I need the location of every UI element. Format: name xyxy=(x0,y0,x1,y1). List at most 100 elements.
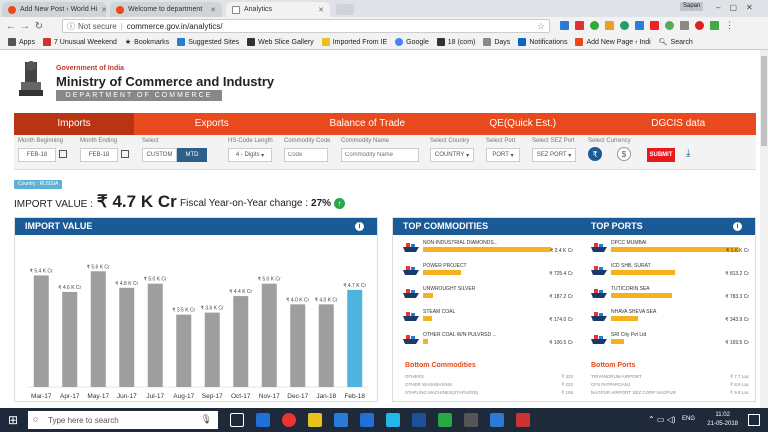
chart-bar[interactable] xyxy=(119,287,135,387)
chart-bar[interactable] xyxy=(290,304,306,387)
extension-icon[interactable] xyxy=(635,21,644,30)
taskbar-search[interactable]: ○ Type here to search 🎙︎ xyxy=(28,411,218,429)
nav-balance-of-trade[interactable]: Balance of Trade xyxy=(329,118,406,129)
bookmark-item[interactable]: ★ Bookmarks xyxy=(125,38,169,47)
nav-dgcis-data[interactable]: DGCIS data xyxy=(651,118,706,129)
info-icon[interactable]: i xyxy=(355,222,364,231)
extension-icon[interactable] xyxy=(695,21,704,30)
dollar-button[interactable]: $ xyxy=(617,147,631,161)
list-item[interactable]: NON-INDUSTRIAL DIAMONDS... ₹ 2.4 K Cr xyxy=(403,240,573,262)
back-icon[interactable]: ← xyxy=(6,20,16,32)
chart-bar[interactable] xyxy=(233,296,249,387)
list-item[interactable]: SRI City Pvt Ltd ₹ 169.5 Cr xyxy=(591,332,749,354)
extension-icon[interactable] xyxy=(590,21,599,30)
app-icon[interactable] xyxy=(490,413,504,427)
month-begin-field[interactable]: FEB-18 xyxy=(18,148,56,162)
extension-icon[interactable] xyxy=(620,21,629,30)
chart-bar[interactable] xyxy=(204,312,220,387)
profile-badge[interactable]: Sapan xyxy=(680,2,704,11)
info-icon[interactable]: ⓘ xyxy=(67,21,75,31)
tab-welcome[interactable]: Welcome to department ✕ xyxy=(110,2,222,17)
windows-start-icon[interactable]: ⊞ xyxy=(8,413,19,427)
list-item[interactable]: ICD SHB, SURAT ₹ 813.2 Cr xyxy=(591,263,749,285)
list-item[interactable]: OTHER COAL W/N PULVRSD ... ₹ 100.5 Cr xyxy=(403,332,573,354)
bookmark-item[interactable]: Add New Page ‹ Indi xyxy=(575,38,651,46)
sez-select[interactable]: SEZ PORT ▾ xyxy=(532,148,576,162)
extension-icon[interactable] xyxy=(680,21,689,30)
calendar-icon[interactable] xyxy=(121,150,129,158)
download-icon[interactable]: ⤓ xyxy=(686,148,691,159)
extension-icon[interactable] xyxy=(665,21,674,30)
mtd-toggle[interactable]: MTD xyxy=(177,148,207,162)
chart-bar[interactable] xyxy=(33,275,49,387)
extension-icon[interactable] xyxy=(605,21,614,30)
reload-icon[interactable]: ↻ xyxy=(34,20,44,32)
task-view-icon[interactable] xyxy=(230,413,244,427)
close-icon[interactable]: ✕ xyxy=(318,6,324,14)
bookmark-item[interactable]: Suggested Sites xyxy=(177,38,239,46)
file-explorer-icon[interactable] xyxy=(308,413,322,427)
app-l-icon[interactable] xyxy=(386,413,400,427)
list-item[interactable]: STEAM COAL ₹ 174.0 Cr xyxy=(403,309,573,331)
extension-icon[interactable] xyxy=(650,21,659,30)
chrome-icon[interactable] xyxy=(282,413,296,427)
forward-icon[interactable]: → xyxy=(20,20,30,32)
menu-icon[interactable]: ⋮ xyxy=(725,20,734,30)
taskbar-clock[interactable]: 11:02 21-05-2018 xyxy=(707,411,738,429)
edge-icon[interactable] xyxy=(256,413,270,427)
bookmark-item[interactable]: 7 Unusual Weekend xyxy=(42,38,117,46)
bookmark-item[interactable]: Imported From IE xyxy=(321,38,387,46)
rupee-button[interactable]: ₹ xyxy=(588,147,602,161)
info-icon[interactable]: i xyxy=(733,222,742,231)
tab-analytics[interactable]: Analytics ✕ xyxy=(226,2,330,17)
nav-exports[interactable]: Exports xyxy=(194,118,229,129)
list-item[interactable]: POWER PROJECT ₹ 725.4 Cr xyxy=(403,263,573,285)
bookmark-apps[interactable]: Apps xyxy=(8,38,35,46)
chart-bar[interactable] xyxy=(176,314,192,387)
page-scrollbar[interactable] xyxy=(760,50,768,408)
submit-button[interactable]: SUBMIT xyxy=(647,148,675,162)
bookmark-item[interactable]: Days xyxy=(483,38,510,46)
bookmark-item[interactable]: 🔍︎ Search xyxy=(659,38,693,47)
port-select[interactable]: PORT ▾ xyxy=(486,148,520,162)
chart-bar[interactable] xyxy=(147,283,163,387)
address-bar[interactable]: ⓘ Not secure | commerce.gov.in/analytics… xyxy=(62,19,550,33)
bookmark-item[interactable]: Notifications xyxy=(518,38,567,46)
list-item[interactable]: NHAVA SHEVA SEA ₹ 343.9 Cr xyxy=(591,309,749,331)
nav-imports[interactable]: Imports xyxy=(14,113,134,135)
extension-icon[interactable] xyxy=(560,21,569,30)
bookmark-item[interactable]: 18 (com) xyxy=(436,38,475,46)
language-indicator[interactable]: ENG xyxy=(682,416,696,422)
close-icon[interactable]: ✕ xyxy=(210,6,216,14)
list-item[interactable]: UNWROUGHT SILVER ₹ 187.2 Cr xyxy=(403,286,573,308)
custom-toggle[interactable]: CUSTOM xyxy=(142,148,177,162)
close-icon[interactable]: ✕ xyxy=(101,6,106,14)
country-select[interactable]: COUNTRY ▾ xyxy=(430,148,474,162)
app-icon[interactable] xyxy=(438,413,452,427)
word-icon[interactable] xyxy=(412,413,426,427)
hs-code-select[interactable]: 4 - Digits ▾ xyxy=(228,148,272,162)
mail-icon[interactable] xyxy=(360,413,374,427)
window-controls[interactable]: –▢✕ xyxy=(716,3,762,12)
month-end-field[interactable]: FEB-18 xyxy=(80,148,118,162)
bookmark-star-icon[interactable]: ☆ xyxy=(536,20,545,31)
app-icon[interactable] xyxy=(464,413,478,427)
system-tray-icons[interactable]: ⌃ ▭ ◁) xyxy=(648,415,676,424)
chart-bar[interactable] xyxy=(347,289,363,387)
commodity-name-input[interactable] xyxy=(341,148,419,162)
list-item[interactable]: DPCC MUMBAI ₹ 1.6 K Cr xyxy=(591,240,749,262)
chart-bar[interactable] xyxy=(318,304,334,387)
extension-icon[interactable] xyxy=(710,21,719,30)
extension-icon[interactable] xyxy=(575,21,584,30)
bookmark-item[interactable]: Google xyxy=(395,38,429,46)
nav-quick-estimates[interactable]: QE(Quick Est.) xyxy=(489,118,557,129)
store-icon[interactable] xyxy=(334,413,348,427)
tab-add-new-post[interactable]: Add New Post ‹ World Hi ✕ xyxy=(2,2,106,17)
commodity-code-input[interactable] xyxy=(284,148,328,162)
chart-bar[interactable] xyxy=(90,271,106,387)
microphone-icon[interactable]: 🎙︎ xyxy=(200,414,212,424)
chart-bar[interactable] xyxy=(62,291,78,387)
app-icon[interactable] xyxy=(516,413,530,427)
scrollbar-thumb[interactable] xyxy=(761,56,767,146)
chart-bar[interactable] xyxy=(261,283,277,387)
